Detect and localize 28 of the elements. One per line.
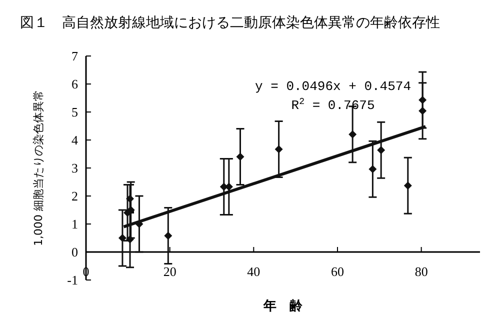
point	[404, 182, 412, 190]
y-tick-label: 7	[72, 48, 78, 64]
y-tick-label: 1	[72, 216, 78, 232]
point	[164, 232, 172, 240]
point	[368, 165, 377, 174]
x-tick-label: 20	[163, 264, 176, 279]
x-tick-label: 60	[330, 264, 344, 279]
x-tick-label: 40	[247, 264, 260, 279]
y-tick-label: -1	[67, 272, 78, 288]
y-tick-label: 4	[72, 132, 78, 148]
annotation: y = 0.0496x + 0.4574	[254, 79, 412, 94]
y-tick-label: 6	[72, 76, 78, 92]
point	[377, 146, 386, 154]
point	[236, 152, 244, 161]
chart-title: 図１ 高自然放射線地域における二動原体染色体異常の年齢依存性	[20, 15, 440, 31]
point	[418, 106, 427, 115]
annotation: R$^{2}$ = 0.7675	[291, 96, 375, 113]
x-axis-title: 年 齢	[262, 299, 304, 314]
point	[274, 145, 283, 154]
y-tick-label: 3	[72, 160, 78, 176]
point	[118, 234, 126, 242]
y-tick-label: 0	[72, 244, 78, 260]
y-axis-title: 1,000 細胞当たりの染色体異常	[32, 90, 45, 246]
y-tick-label: 5	[72, 104, 78, 120]
x-tick-label: 80	[414, 264, 428, 279]
point	[126, 235, 134, 244]
y-tick-label: 2	[72, 188, 78, 204]
point	[348, 130, 357, 138]
